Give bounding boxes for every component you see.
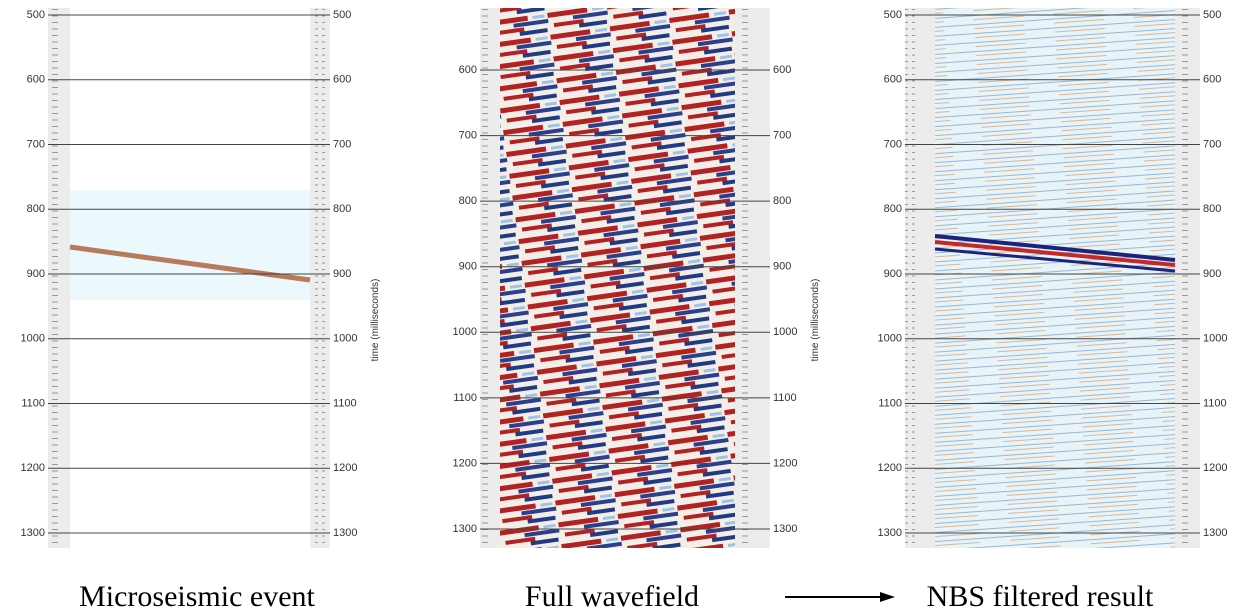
y-tick-label: 900 <box>773 261 791 273</box>
y-tick-label: 700 <box>27 138 45 150</box>
event <box>934 240 1176 267</box>
y-tick-label: 700 <box>773 129 791 141</box>
y-tick-label: 1200 <box>878 462 902 474</box>
y-tick-label: 500 <box>884 9 902 21</box>
event-noise <box>70 190 310 300</box>
minor-ticks <box>48 8 58 548</box>
y-tick-label: 600 <box>773 64 791 76</box>
caption: NBS filtered result <box>927 580 1154 610</box>
y-tick-label: 1000 <box>21 333 45 345</box>
y-tick-label: 700 <box>884 138 902 150</box>
event <box>934 247 1176 273</box>
y-tick-label: 1100 <box>453 392 477 404</box>
axis-label: time (milliseconds) <box>810 279 821 362</box>
caption: Microseismic event <box>79 580 315 610</box>
y-tick-label: 600 <box>333 74 351 86</box>
y-tick-label: 1300 <box>773 523 797 535</box>
y-tick-label: 1100 <box>21 397 45 409</box>
axis-label: time (milliseconds) <box>370 279 381 362</box>
panels: 500 500 600 600 700 700 800 800 900 900 1000 1000 11… <box>21 8 1227 610</box>
y-tick-label: 800 <box>27 203 45 215</box>
y-tick-label: 600 <box>27 74 45 86</box>
y-tick-label: 1200 <box>21 462 45 474</box>
event <box>934 234 1176 262</box>
y-tick-label: 1200 <box>453 457 477 469</box>
y-tick-label: 1300 <box>453 523 477 535</box>
y-tick-label: 500 <box>27 9 45 21</box>
minor-ticks <box>740 8 750 548</box>
y-tick-label: 1100 <box>878 397 902 409</box>
y-tick-label: 1300 <box>878 527 902 539</box>
y-tick-label: 800 <box>1203 203 1221 215</box>
seismic-section <box>500 8 735 548</box>
y-tick-label: 900 <box>1203 268 1221 280</box>
y-tick-label: 1300 <box>21 527 45 539</box>
y-tick-label: 1000 <box>1203 333 1227 345</box>
seismic-section <box>935 8 1175 548</box>
minor-ticks <box>1180 8 1190 548</box>
y-tick-label: 500 <box>333 9 351 21</box>
y-tick-label: 700 <box>1203 138 1221 150</box>
y-tick-label: 800 <box>333 203 351 215</box>
y-tick-label: 1200 <box>773 457 797 469</box>
y-tick-label: 1000 <box>453 326 477 338</box>
minor-ticks <box>315 8 325 548</box>
y-tick-label: 800 <box>773 195 791 207</box>
y-tick-label: 1000 <box>878 333 902 345</box>
y-tick-label: 900 <box>27 268 45 280</box>
y-tick-label: 1100 <box>1203 397 1227 409</box>
y-tick-label: 1200 <box>333 462 357 474</box>
y-tick-label: 800 <box>884 203 902 215</box>
minor-ticks <box>905 8 915 548</box>
y-tick-label: 1000 <box>773 326 797 338</box>
caption: Full wavefield <box>525 580 699 610</box>
y-tick-label: 900 <box>459 261 477 273</box>
y-tick-label: 600 <box>1203 74 1221 86</box>
y-tick-label: 1100 <box>333 397 357 409</box>
y-tick-label: 600 <box>459 64 477 76</box>
y-tick-label: 1100 <box>773 392 797 404</box>
y-tick-label: 1300 <box>1203 527 1227 539</box>
y-tick-label: 700 <box>459 129 477 141</box>
y-tick-label: 500 <box>1203 9 1221 21</box>
y-tick-label: 1300 <box>333 527 357 539</box>
minor-ticks <box>480 8 490 548</box>
y-tick-label: 1200 <box>1203 462 1227 474</box>
y-tick-label: 700 <box>333 138 351 150</box>
y-tick-label: 900 <box>884 268 902 280</box>
y-tick-label: 1000 <box>333 333 357 345</box>
y-tick-label: 600 <box>884 74 902 86</box>
y-tick-label: 800 <box>459 195 477 207</box>
y-tick-label: 900 <box>333 268 351 280</box>
arrow-head <box>880 592 895 602</box>
